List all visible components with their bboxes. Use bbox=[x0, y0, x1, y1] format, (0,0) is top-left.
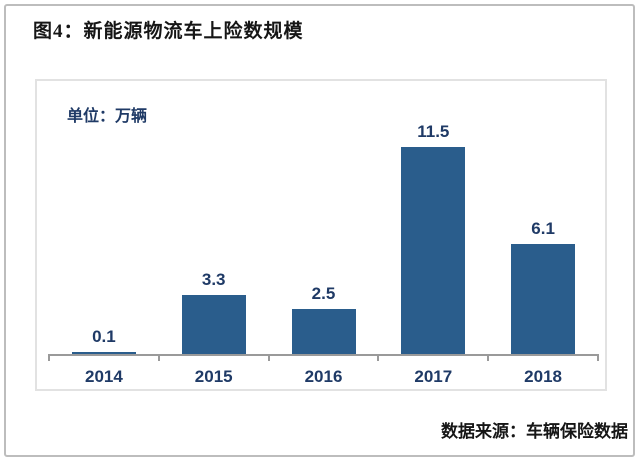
bar-2016 bbox=[291, 309, 356, 354]
x-axis-tick bbox=[597, 354, 599, 361]
x-axis-tick bbox=[487, 354, 490, 361]
unit-label: 单位：万辆 bbox=[67, 108, 148, 125]
value-label-2018: 6.1 bbox=[531, 219, 555, 238]
x-tick-label-2016: 2016 bbox=[304, 367, 343, 386]
source-note: 数据来源：车辆保险数据 bbox=[441, 422, 628, 441]
bar-chart-plot: 0.1 2014 3.3 2015 2.5 2016 11.5 2017 6.1 2018 bbox=[48, 81, 599, 386]
x-axis-tick bbox=[157, 354, 160, 361]
x-tick-label-2015: 2015 bbox=[194, 367, 233, 386]
bar-2018 bbox=[511, 244, 576, 354]
x-axis-tick bbox=[48, 354, 50, 361]
figure-title: 图4：新能源物流车上险数规模 bbox=[33, 21, 304, 42]
x-axis-line bbox=[48, 354, 599, 356]
value-label-2015: 3.3 bbox=[201, 270, 226, 289]
value-label-2016: 2.5 bbox=[311, 284, 336, 303]
x-tick-label-2017: 2017 bbox=[414, 367, 453, 386]
x-tick-label-2018: 2018 bbox=[524, 367, 562, 386]
bar-2015 bbox=[181, 295, 246, 354]
chart-panel: 单位：万辆 0.1 2014 3.3 2015 2.5 2016 11.5 2017 6.1 20… bbox=[35, 79, 607, 391]
bar-2017 bbox=[401, 147, 466, 354]
x-tick-label-2014: 2014 bbox=[84, 367, 123, 386]
x-axis-tick bbox=[267, 354, 270, 361]
value-label-2014: 0.1 bbox=[92, 327, 116, 346]
x-axis-tick bbox=[377, 354, 380, 361]
bar-2014 bbox=[71, 352, 136, 354]
value-label-2017: 11.5 bbox=[417, 122, 450, 141]
